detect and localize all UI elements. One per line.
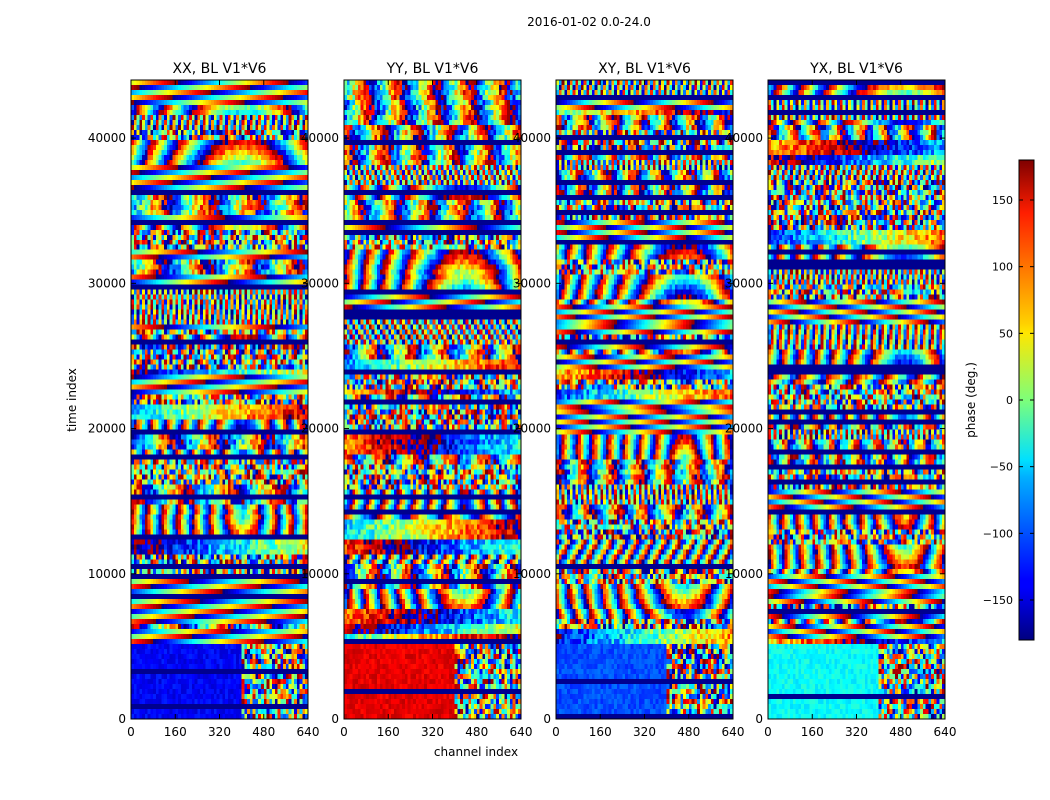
y-tick-label: 30000 (88, 276, 126, 290)
figure-suptitle: 2016-01-02 0.0-24.0 (527, 15, 651, 29)
colorbar-tick-label: 0 (1006, 394, 1013, 407)
colorbar-tick-label: 150 (992, 194, 1013, 207)
y-axis-label: time index (65, 368, 79, 432)
x-tick-label: 640 (510, 725, 533, 739)
y-tick-label: 0 (331, 712, 339, 726)
colorbar-tick-label: −150 (983, 594, 1013, 607)
y-tick-label: 40000 (88, 131, 126, 145)
y-tick-label: 20000 (301, 422, 339, 436)
y-tick-label: 30000 (513, 276, 551, 290)
y-tick-label: 40000 (301, 131, 339, 145)
panel-1: XX, BL V1*V6 0 160 320 480 640 0 10000 20000 3000… (88, 61, 320, 739)
x-tick-label: 480 (465, 725, 488, 739)
y-tick-label: 10000 (301, 567, 339, 581)
x-tick-label: 320 (845, 725, 868, 739)
y-tick-label: 10000 (88, 567, 126, 581)
x-tick-label: 320 (633, 725, 656, 739)
y-tick-label: 40000 (513, 131, 551, 145)
heatmap-image (556, 80, 733, 719)
x-tick-label: 0 (552, 725, 560, 739)
x-axis-label: channel index (434, 745, 518, 759)
colorbar-tick-label: 100 (992, 261, 1013, 274)
panel-2: YY, BL V1*V6 0 160 320 480 640 0 10000 20000 3000… (301, 61, 533, 739)
x-tick-label: 480 (889, 725, 912, 739)
x-tick-label: 640 (297, 725, 320, 739)
y-tick-label: 20000 (513, 422, 551, 436)
colorbar-tick-label: 50 (999, 327, 1013, 340)
x-tick-label: 480 (677, 725, 700, 739)
x-tick-label: 480 (252, 725, 275, 739)
x-tick-label: 160 (801, 725, 824, 739)
x-tick-label: 640 (722, 725, 745, 739)
heatmap-image (768, 80, 945, 719)
x-tick-label: 320 (208, 725, 231, 739)
y-tick-label: 0 (118, 712, 126, 726)
y-tick-label: 10000 (513, 567, 551, 581)
colorbar-tick-label: −50 (990, 461, 1013, 474)
colorbar: −150 −100 −50 0 50 100 150 phase (deg.) (964, 159, 1035, 641)
y-tick-label: 20000 (88, 422, 126, 436)
panel-title: XY, BL V1*V6 (598, 61, 691, 77)
heatmap-image (131, 80, 308, 719)
panel-3: XY, BL V1*V6 0 160 320 480 640 0 10000 20000 3000… (513, 61, 745, 739)
y-tick-label: 30000 (301, 276, 339, 290)
panel-title: XX, BL V1*V6 (173, 61, 267, 77)
x-tick-label: 0 (340, 725, 348, 739)
x-tick-label: 0 (127, 725, 135, 739)
y-tick-label: 0 (543, 712, 551, 726)
panel-title: YY, BL V1*V6 (386, 61, 479, 77)
heatmap-image (344, 80, 521, 719)
colorbar-tick-label: −100 (983, 527, 1013, 540)
x-tick-label: 160 (377, 725, 400, 739)
x-tick-label: 320 (421, 725, 444, 739)
y-tick-label: 10000 (725, 567, 763, 581)
y-tick-label: 20000 (725, 422, 763, 436)
colorbar-label: phase (deg.) (964, 362, 978, 438)
y-tick-label: 40000 (725, 131, 763, 145)
x-tick-label: 640 (934, 725, 957, 739)
y-tick-label: 0 (755, 712, 763, 726)
x-tick-label: 160 (589, 725, 612, 739)
panel-4: YX, BL V1*V6 0 160 320 480 640 0 10000 20000 3000… (725, 61, 957, 739)
panel-title: YX, BL V1*V6 (809, 61, 903, 77)
x-tick-label: 160 (164, 725, 187, 739)
x-tick-label: 0 (764, 725, 772, 739)
y-tick-label: 30000 (725, 276, 763, 290)
